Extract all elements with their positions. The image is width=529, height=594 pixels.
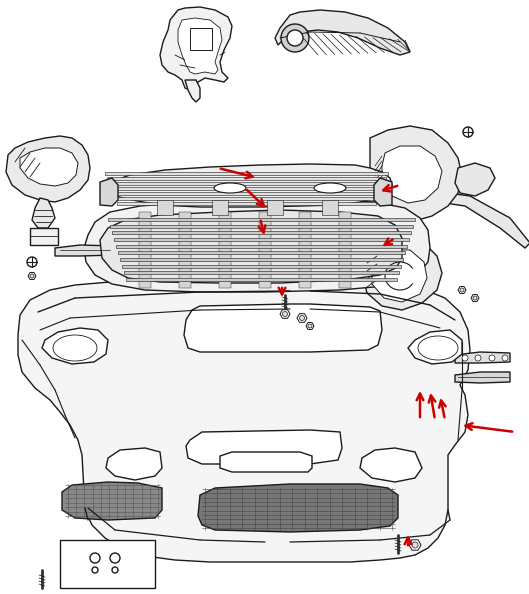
Polygon shape [28, 273, 36, 279]
Circle shape [460, 288, 464, 292]
Polygon shape [297, 314, 307, 323]
Polygon shape [100, 164, 392, 207]
Polygon shape [267, 200, 283, 215]
Polygon shape [372, 250, 427, 302]
Polygon shape [105, 172, 388, 175]
Polygon shape [409, 540, 421, 550]
Polygon shape [455, 163, 495, 196]
Polygon shape [186, 430, 342, 464]
Polygon shape [184, 304, 382, 352]
Polygon shape [18, 278, 470, 562]
Polygon shape [110, 225, 413, 228]
Polygon shape [275, 10, 410, 55]
Polygon shape [106, 448, 162, 480]
Polygon shape [280, 309, 290, 318]
Polygon shape [112, 231, 411, 235]
Polygon shape [370, 126, 462, 220]
Polygon shape [471, 295, 479, 302]
Circle shape [299, 315, 305, 321]
Circle shape [463, 127, 473, 137]
Circle shape [308, 324, 312, 328]
Circle shape [462, 355, 468, 361]
Circle shape [281, 24, 309, 52]
Polygon shape [20, 148, 78, 186]
Circle shape [30, 274, 34, 278]
Polygon shape [362, 238, 442, 310]
Polygon shape [219, 212, 231, 288]
Polygon shape [455, 372, 510, 383]
Polygon shape [445, 193, 529, 248]
Bar [60, 540, 155, 588]
Polygon shape [299, 212, 311, 288]
Polygon shape [408, 330, 462, 364]
Polygon shape [160, 7, 232, 90]
Polygon shape [120, 258, 403, 261]
Polygon shape [322, 200, 338, 215]
Polygon shape [30, 228, 58, 245]
Polygon shape [360, 448, 422, 482]
Polygon shape [190, 28, 212, 50]
Polygon shape [114, 238, 409, 241]
Polygon shape [115, 197, 378, 200]
Circle shape [287, 30, 303, 46]
Polygon shape [374, 178, 392, 206]
Polygon shape [100, 178, 118, 206]
Polygon shape [212, 200, 228, 215]
Circle shape [489, 355, 495, 361]
Polygon shape [306, 323, 314, 330]
Polygon shape [185, 80, 200, 102]
Polygon shape [117, 202, 376, 205]
Polygon shape [124, 271, 399, 274]
Polygon shape [62, 482, 162, 520]
Polygon shape [109, 182, 384, 185]
Polygon shape [100, 210, 402, 283]
Circle shape [92, 567, 98, 573]
Polygon shape [339, 212, 351, 288]
Polygon shape [126, 278, 397, 281]
Circle shape [110, 553, 120, 563]
Polygon shape [157, 200, 173, 215]
Circle shape [412, 542, 418, 548]
Polygon shape [198, 484, 398, 532]
Circle shape [475, 355, 481, 361]
Polygon shape [220, 452, 312, 472]
Polygon shape [42, 328, 108, 364]
Circle shape [282, 311, 287, 317]
Circle shape [502, 355, 508, 361]
Polygon shape [107, 177, 386, 180]
Polygon shape [455, 352, 510, 363]
Polygon shape [139, 212, 151, 288]
Circle shape [112, 567, 118, 573]
Circle shape [27, 257, 37, 267]
Polygon shape [178, 18, 222, 74]
Ellipse shape [214, 183, 246, 193]
Polygon shape [118, 251, 405, 254]
Polygon shape [108, 218, 415, 221]
Ellipse shape [314, 183, 346, 193]
Polygon shape [382, 146, 442, 203]
Polygon shape [179, 212, 191, 288]
Polygon shape [32, 198, 55, 228]
Polygon shape [259, 212, 271, 288]
Polygon shape [6, 136, 90, 202]
Polygon shape [113, 192, 380, 195]
Circle shape [90, 553, 100, 563]
Polygon shape [84, 200, 430, 292]
Polygon shape [111, 187, 382, 190]
Polygon shape [122, 265, 401, 268]
Polygon shape [116, 245, 407, 248]
Polygon shape [458, 286, 466, 293]
Polygon shape [55, 245, 115, 256]
Circle shape [473, 296, 477, 300]
